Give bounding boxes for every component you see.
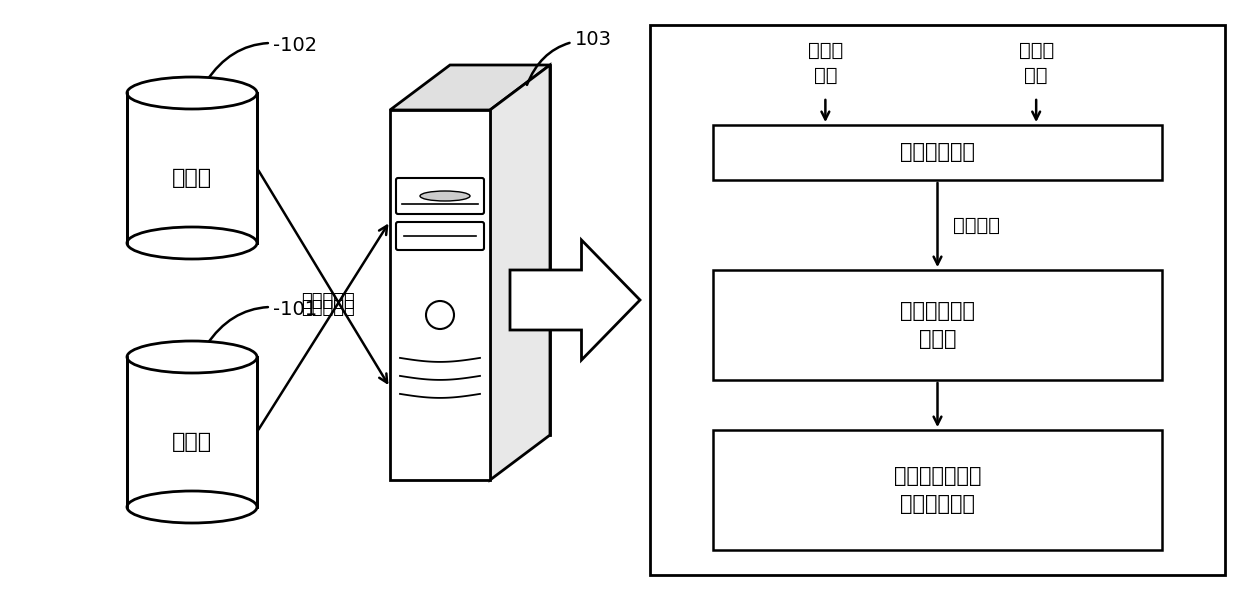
Polygon shape: [126, 93, 257, 243]
Polygon shape: [713, 125, 1162, 180]
Ellipse shape: [126, 227, 257, 259]
Polygon shape: [490, 65, 551, 480]
Text: 未标注样本的
可用度: 未标注样本的 可用度: [900, 301, 975, 349]
Text: 输出结果: 输出结果: [952, 215, 999, 235]
Text: 确定未标注样本
是否需要标注: 确定未标注样本 是否需要标注: [894, 466, 981, 514]
Text: -101: -101: [207, 300, 317, 345]
Text: 数据库: 数据库: [172, 168, 212, 188]
Ellipse shape: [126, 491, 257, 523]
Text: 103: 103: [527, 30, 613, 85]
Text: 样本评估模型: 样本评估模型: [900, 142, 975, 163]
Polygon shape: [126, 357, 257, 507]
Ellipse shape: [126, 341, 257, 373]
Text: 数据库: 数据库: [172, 432, 212, 452]
Polygon shape: [450, 65, 551, 435]
Ellipse shape: [420, 191, 470, 201]
Text: 已标注样本: 已标注样本: [301, 298, 356, 317]
Polygon shape: [391, 65, 551, 110]
Polygon shape: [713, 270, 1162, 380]
FancyBboxPatch shape: [396, 178, 484, 214]
Polygon shape: [713, 430, 1162, 550]
Text: 未标注
样本: 未标注 样本: [1018, 41, 1054, 85]
Text: 未标注样本: 未标注样本: [301, 292, 356, 310]
FancyBboxPatch shape: [396, 222, 484, 250]
Text: -102: -102: [207, 36, 317, 81]
Text: 已标注
样本: 已标注 样本: [807, 41, 843, 85]
Ellipse shape: [126, 77, 257, 109]
Polygon shape: [510, 240, 640, 360]
Polygon shape: [650, 25, 1225, 575]
Circle shape: [427, 301, 454, 329]
Polygon shape: [391, 110, 490, 480]
